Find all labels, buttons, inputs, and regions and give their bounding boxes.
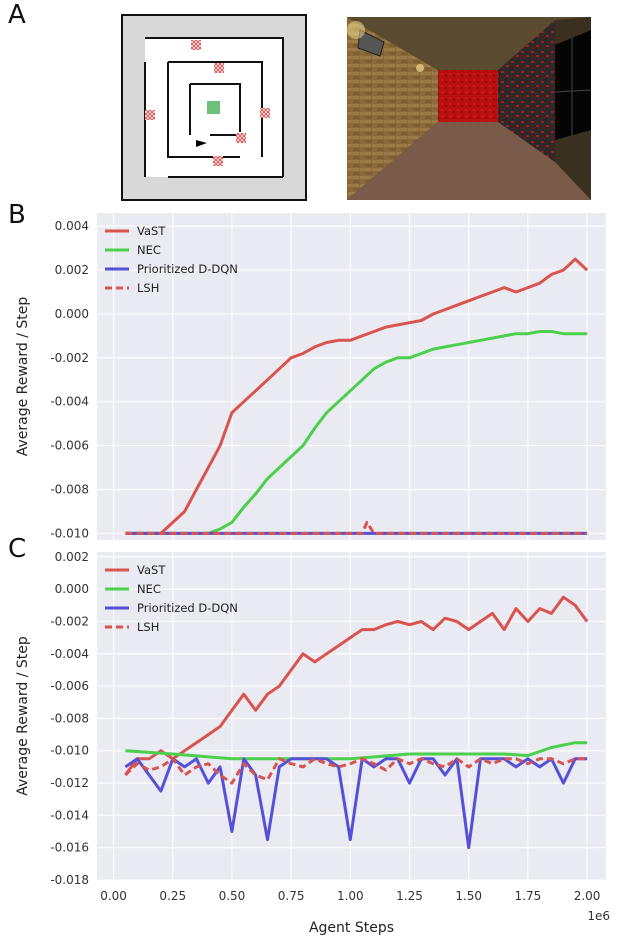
y-tick-label: -0.010: [50, 526, 89, 540]
maze-map: [121, 14, 307, 201]
legend-label: VaST: [137, 563, 166, 577]
y-axis-label: Average Reward / Step: [15, 297, 31, 457]
x-scale-label: 1e6: [587, 909, 610, 923]
x-tick-label: 0.00: [100, 889, 127, 903]
fpv-floor: [347, 122, 591, 200]
y-axis-label: Average Reward / Step: [15, 636, 31, 796]
series-line: [124, 757, 588, 850]
legend-label: NEC: [137, 582, 161, 596]
x-tick-label: 1.75: [515, 889, 542, 903]
y-tick-label: 0.000: [55, 307, 89, 321]
y-tick-label: 0.000: [55, 582, 89, 596]
y-tick-label: -0.008: [50, 711, 89, 725]
maze-agent: [196, 140, 207, 147]
maze-goal: [207, 101, 220, 114]
panel-c-letter: C: [8, 534, 27, 564]
x-tick-label: 2.00: [574, 889, 601, 903]
maze-hazard: [260, 108, 270, 118]
legend-label: VaST: [137, 224, 166, 238]
y-tick-label: -0.006: [50, 679, 89, 693]
x-axis-label: Agent Steps: [309, 920, 394, 936]
x-tick-label: 1.50: [455, 889, 482, 903]
x-tick-label: 0.50: [219, 889, 246, 903]
legend-label: Prioritized D-DQN: [137, 601, 238, 615]
legend-label: NEC: [137, 243, 161, 257]
y-tick-label: -0.012: [50, 776, 89, 790]
maze-hazard: [213, 156, 223, 166]
far-wall: [438, 70, 498, 122]
plot-area: [97, 213, 606, 540]
series-line: [125, 520, 588, 535]
plot-b: -0.010 -0.008 -0.006 -0.004 -0.002 0.000 0.002…: [15, 213, 606, 540]
x-tick-label: 1.00: [337, 889, 364, 903]
y-tick-label: -0.010: [50, 744, 89, 758]
panel-b-letter: B: [8, 200, 26, 230]
maze-hazard: [191, 40, 201, 50]
x-tick-label: 0.75: [278, 889, 305, 903]
y-tick-label: 0.002: [55, 263, 89, 277]
plot-c: -0.018 -0.016 -0.014 -0.012 -0.010 -0.008 -0.0…: [15, 550, 610, 936]
maze-border: [121, 14, 307, 201]
y-tick-label: -0.018: [50, 873, 89, 887]
series-line: [125, 741, 588, 761]
y-tick-label: -0.002: [50, 614, 89, 628]
series-line: [124, 595, 589, 776]
maze-hazard: [236, 133, 246, 143]
x-tick-label: 1.25: [396, 889, 423, 903]
maze-hazard: [145, 110, 155, 120]
y-tick-label: -0.008: [50, 483, 89, 497]
maze-hazard: [214, 63, 224, 73]
legend-label: Prioritized D-DQN: [137, 262, 238, 276]
y-tick-label: -0.004: [50, 395, 89, 409]
legend-label: LSH: [137, 620, 159, 634]
y-tick-label: 0.002: [55, 550, 89, 564]
y-tick-label: -0.002: [50, 351, 89, 365]
legend-label: LSH: [137, 281, 159, 295]
series-line: [124, 757, 588, 785]
x-tick-label: 0.25: [159, 889, 186, 903]
panel-a-letter: A: [8, 0, 26, 30]
y-tick-label: -0.016: [50, 841, 89, 855]
y-tick-label: 0.004: [55, 219, 89, 233]
y-tick-label: -0.006: [50, 439, 89, 453]
y-tick-label: -0.014: [50, 808, 89, 822]
first-person-view: [347, 17, 592, 200]
series-line: [125, 257, 589, 535]
y-tick-label: -0.004: [50, 647, 89, 661]
